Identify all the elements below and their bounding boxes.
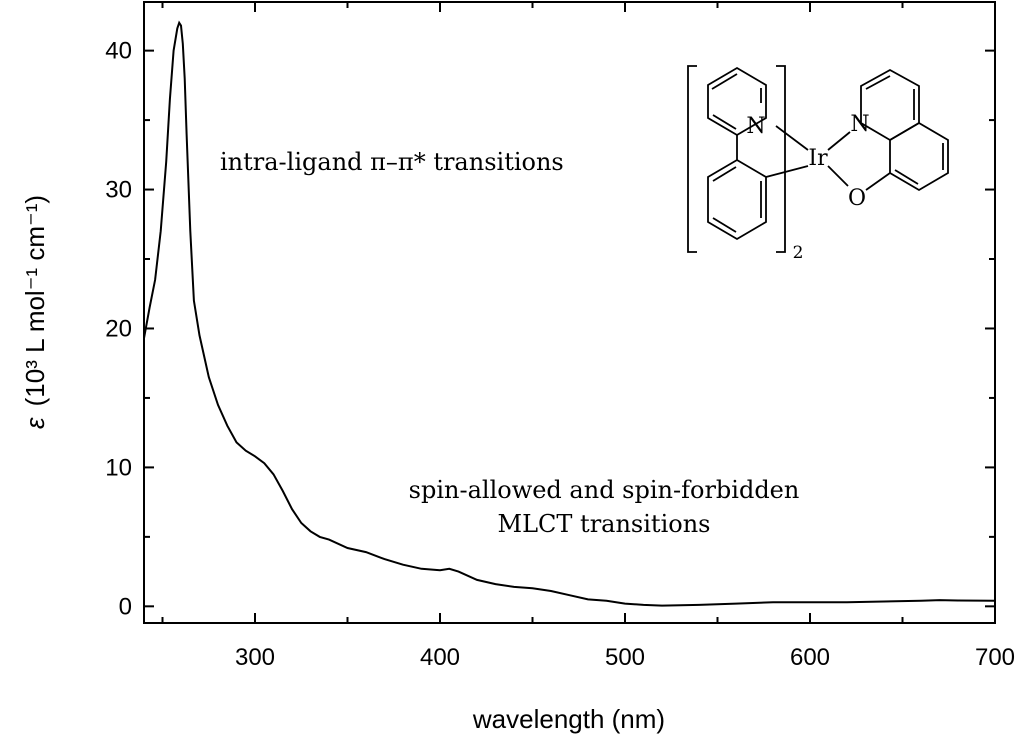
bond-C-O bbox=[865, 172, 891, 191]
y-axis-units: (10³ L mol⁻¹ cm⁻¹) bbox=[20, 195, 50, 406]
absorption-spectrum-line bbox=[143, 20, 996, 607]
y-tick-label: 20 bbox=[105, 315, 132, 342]
plot-frame bbox=[143, 1, 996, 624]
annotation-pi-pi: intra-ligand π–π* transitions bbox=[220, 148, 564, 176]
bond-N-Ir bbox=[775, 125, 809, 151]
left-bracket bbox=[687, 65, 697, 253]
ppy-phenyl-double-2 bbox=[712, 217, 737, 233]
y-axis-ticks: 0 10 20 30 40 bbox=[105, 38, 995, 620]
iridium-complex-structure bbox=[687, 65, 949, 253]
atom-label-O: O bbox=[848, 186, 866, 211]
bracket-subscript: 2 bbox=[793, 243, 804, 263]
y-tick-label: 40 bbox=[105, 38, 132, 65]
right-bracket bbox=[776, 65, 786, 253]
quinoline-pyridine-ring bbox=[860, 68, 920, 142]
bond-Ir-N2 bbox=[827, 131, 851, 151]
atom-label-N2: N bbox=[850, 112, 869, 137]
y-tick-label: 30 bbox=[105, 177, 132, 204]
quinoline-pyridine-double-1 bbox=[865, 75, 891, 90]
ppy-phenyl-ring bbox=[707, 158, 767, 241]
atom-label-N1: N bbox=[746, 114, 765, 139]
x-tick-label: 600 bbox=[790, 644, 830, 671]
quinoline-phenol-double-2 bbox=[894, 169, 919, 185]
bond-Ir-O bbox=[827, 165, 849, 187]
bond-C-Ir bbox=[765, 165, 809, 178]
annotation-mlct-line1: spin-allowed and spin-forbidden bbox=[409, 476, 800, 504]
y-tick-label: 0 bbox=[119, 593, 132, 620]
annotation-mlct-line2: MLCT transitions bbox=[498, 510, 711, 538]
atom-label-Ir: Ir bbox=[808, 146, 828, 171]
y-axis-label: ε (10³ L mol⁻¹ cm⁻¹) bbox=[20, 195, 50, 429]
quinoline-phenol-ring bbox=[889, 121, 949, 192]
x-axis-ticks: 300 400 500 600 700 bbox=[161, 2, 1015, 671]
x-tick-label: 400 bbox=[420, 644, 460, 671]
x-tick-label: 700 bbox=[975, 644, 1015, 671]
ppy-pyridine-double-1 bbox=[711, 73, 738, 90]
y-tick-label: 10 bbox=[105, 454, 132, 481]
x-axis-label: wavelength (nm) bbox=[472, 704, 665, 734]
x-tick-label: 300 bbox=[235, 644, 275, 671]
ppy-pyridine-double-2 bbox=[712, 114, 737, 130]
ppy-phenyl-double-1 bbox=[712, 166, 737, 182]
x-tick-label: 500 bbox=[605, 644, 645, 671]
y-axis-symbol: ε bbox=[20, 417, 50, 429]
